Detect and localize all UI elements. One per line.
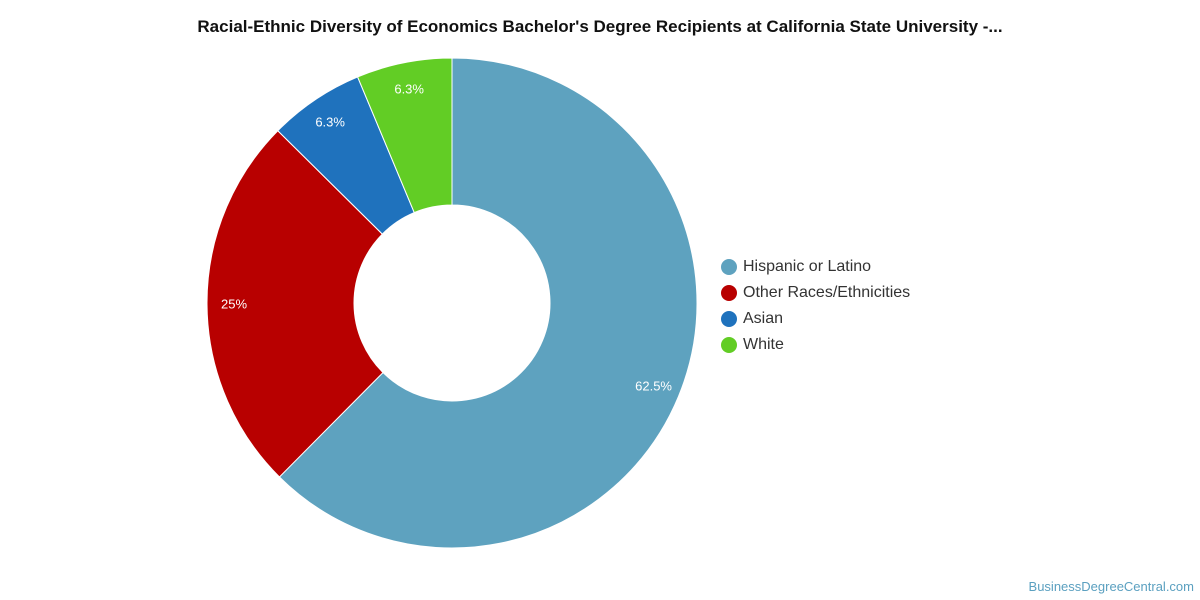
slice-value-label: 62.5% [635, 379, 672, 394]
slice-labels-group: 62.5% 25% 6.3% 6.3% [221, 82, 672, 394]
source-credit[interactable]: BusinessDegreeCentral.com [1028, 579, 1194, 594]
slice-white[interactable] [356, 57, 453, 214]
slice-value-label: 25% [221, 297, 247, 312]
slice-hispanic-or-latino[interactable] [278, 57, 698, 549]
legend-label: White [743, 336, 784, 353]
legend-label: Asian [743, 310, 784, 327]
legend-label: Other Races/Ethnicities [743, 284, 911, 301]
slices-group [206, 57, 698, 549]
slice-value-label: 6.3% [394, 82, 424, 97]
legend: Hispanic or Latino Other Races/Ethniciti… [721, 254, 910, 358]
legend-item[interactable]: Hispanic or Latino [721, 254, 910, 280]
legend-item[interactable]: White [721, 332, 910, 358]
legend-swatch [721, 259, 737, 275]
slice-value-label: 6.3% [315, 115, 345, 130]
chart-title: Racial-Ethnic Diversity of Economics Bac… [197, 17, 1003, 36]
legend-swatch [721, 337, 737, 353]
legend-label: Hispanic or Latino [743, 258, 872, 275]
legend-item[interactable]: Other Races/Ethnicities [721, 280, 910, 306]
slice-other-races-ethnicities[interactable] [206, 130, 384, 478]
legend-item[interactable]: Asian [721, 306, 910, 332]
legend-swatch [721, 311, 737, 327]
legend-swatch [721, 285, 737, 301]
